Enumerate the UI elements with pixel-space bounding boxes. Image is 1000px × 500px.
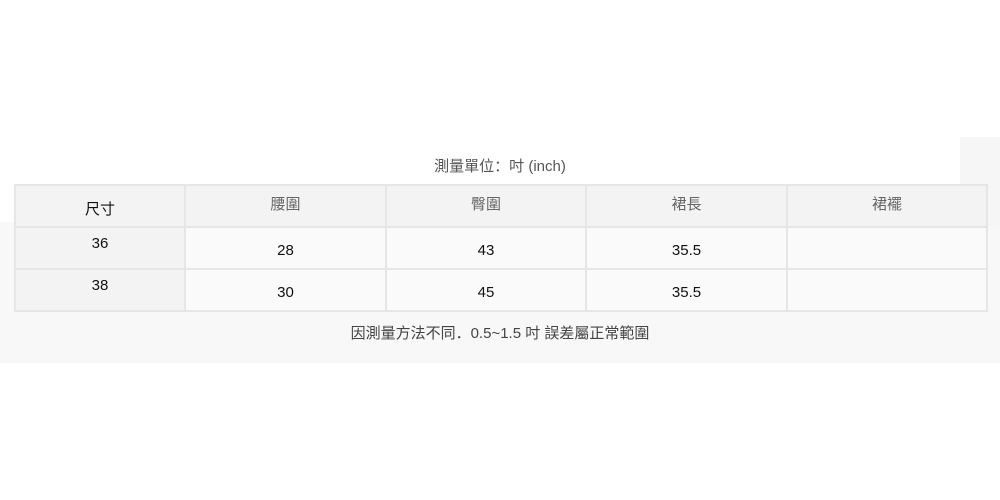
header-row: 尺寸 腰圍 臀圍 裙長 裙襬 [14,184,988,228]
cell-hem [786,268,988,312]
cell-size: 36 [14,226,186,270]
header-waist: 腰圍 [184,184,387,228]
measurement-note: 因測量方法不同．0.5~1.5 吋 誤差屬正常範圍 [350,325,650,342]
header-hip: 臀圍 [385,184,587,228]
unit-title: 測量單位：吋 (inch) [434,158,566,175]
cell-size: 38 [14,268,186,312]
header-skirt-length: 裙長 [585,184,788,228]
table-row: 38 30 45 35.5 [14,268,988,312]
cell-hem [786,226,988,270]
cell-skirt-length: 35.5 [585,268,788,312]
header-hem: 裙襬 [786,184,988,228]
cell-waist: 28 [184,226,387,270]
cell-hip: 45 [385,268,587,312]
cell-hip: 43 [385,226,587,270]
size-table: 尺寸 腰圍 臀圍 裙長 裙襬 36 28 43 35.5 38 30 45 35… [14,184,988,312]
cell-waist: 30 [184,268,387,312]
cell-skirt-length: 35.5 [585,226,788,270]
header-size: 尺寸 [14,184,186,228]
table-row: 36 28 43 35.5 [14,226,988,270]
